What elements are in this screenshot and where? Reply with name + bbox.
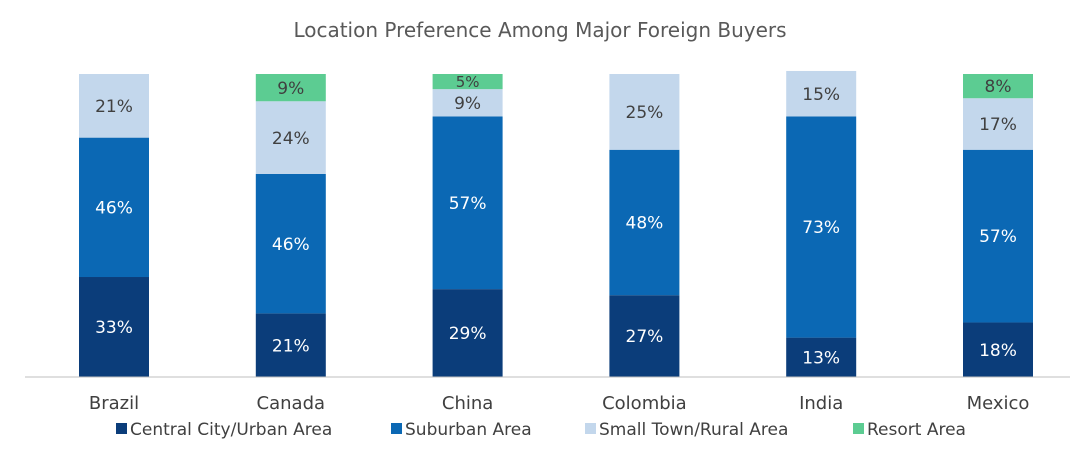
bar-segment xyxy=(255,74,326,102)
x-axis-labels: Brazil Canada China Colombia India Mexico xyxy=(89,393,1030,414)
bar-segment xyxy=(786,116,857,338)
bar-segment xyxy=(432,116,503,290)
bar-segment xyxy=(79,137,149,278)
legend-item: Resort Area xyxy=(853,420,966,440)
bar-segment xyxy=(79,277,149,377)
data-label: 33% xyxy=(95,318,133,338)
x-tick-label: India xyxy=(799,393,843,414)
data-label: 46% xyxy=(95,198,133,218)
bar-segment xyxy=(79,74,149,138)
x-tick-label: Brazil xyxy=(89,393,139,414)
bars-group: 33% 46% 21% 21% 46% 24% 9% 29% 57% 9% 5% 27% 48% 25% 1… xyxy=(79,70,1033,377)
bar-segment xyxy=(255,313,326,377)
x-tick-label: Canada xyxy=(257,393,326,414)
legend-swatch xyxy=(391,423,402,434)
data-label: 24% xyxy=(272,129,310,149)
data-label: 25% xyxy=(626,103,664,123)
legend-swatch xyxy=(853,423,864,434)
bar-segment xyxy=(609,295,680,377)
data-label: 13% xyxy=(802,348,840,368)
legend-item: Suburban Area xyxy=(391,420,532,440)
bar-segment xyxy=(255,173,326,314)
bar-stack-colombia: 27% 48% 25% xyxy=(609,74,680,377)
legend-label: Suburban Area xyxy=(405,420,532,440)
bar-segment xyxy=(432,89,503,117)
legend-swatch xyxy=(585,423,596,434)
bar-stack-mexico: 18% 57% 17% 8% xyxy=(963,74,1033,377)
data-label: 8% xyxy=(985,77,1012,97)
bar-segment xyxy=(432,289,503,377)
bar-stack-china: 29% 57% 9% 5% xyxy=(432,73,503,377)
x-tick-label: China xyxy=(442,393,493,414)
chart-title: Location Preference Among Major Foreign … xyxy=(293,18,786,42)
bar-segment xyxy=(609,74,680,150)
bar-segment xyxy=(432,74,503,90)
bar-segment xyxy=(963,98,1033,150)
bar-segment xyxy=(255,101,326,174)
legend: Central City/Urban Area Suburban Area Smal… xyxy=(116,420,966,440)
legend-label: Central City/Urban Area xyxy=(130,420,332,440)
bar-segment xyxy=(786,70,857,117)
data-label: 27% xyxy=(626,327,664,347)
data-label: 21% xyxy=(272,336,310,356)
bar-stack-india: 13% 73% 15% xyxy=(786,70,857,377)
data-label: 48% xyxy=(626,214,664,234)
data-label: 57% xyxy=(979,227,1017,247)
bar-segment xyxy=(786,337,857,377)
data-label: 73% xyxy=(802,218,840,238)
x-tick-label: Colombia xyxy=(602,393,687,414)
data-label: 46% xyxy=(272,235,310,255)
legend-item: Central City/Urban Area xyxy=(116,420,332,440)
data-label: 9% xyxy=(277,79,304,99)
data-label: 9% xyxy=(454,94,481,114)
data-label: 5% xyxy=(456,73,480,91)
data-label: 29% xyxy=(449,324,487,344)
bar-segment xyxy=(609,149,680,296)
bar-stack-brazil: 33% 46% 21% xyxy=(79,74,149,377)
bar-stack-canada: 21% 46% 24% 9% xyxy=(255,74,326,377)
legend-swatch xyxy=(116,423,127,434)
bar-segment xyxy=(963,74,1033,99)
legend-label: Resort Area xyxy=(867,420,966,440)
data-label: 15% xyxy=(802,85,840,105)
legend-item: Small Town/Rural Area xyxy=(585,420,788,440)
data-label: 17% xyxy=(979,115,1017,135)
bar-segment xyxy=(963,149,1033,323)
bar-segment xyxy=(963,322,1033,377)
x-tick-label: Mexico xyxy=(967,393,1030,414)
data-label: 57% xyxy=(449,194,487,214)
data-label: 18% xyxy=(979,341,1017,361)
legend-label: Small Town/Rural Area xyxy=(599,420,788,440)
data-label: 21% xyxy=(95,97,133,117)
